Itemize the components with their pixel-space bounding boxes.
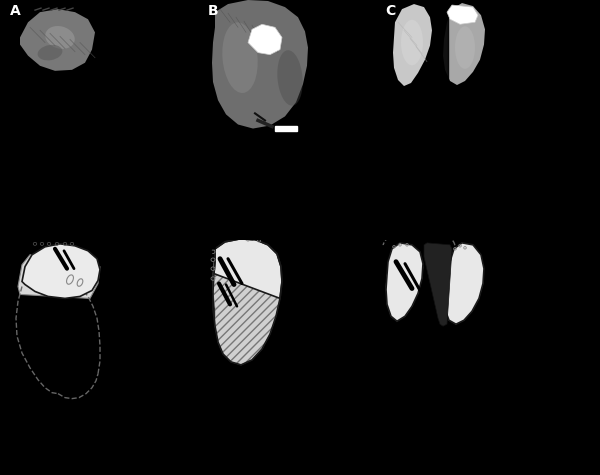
Bar: [275, 125, 297, 131]
Text: A: A: [10, 4, 21, 18]
Polygon shape: [447, 5, 478, 24]
Text: B: B: [208, 4, 218, 18]
Polygon shape: [386, 243, 423, 321]
Text: C': C': [378, 244, 392, 258]
Ellipse shape: [45, 26, 75, 49]
Text: B': B': [203, 244, 218, 258]
Polygon shape: [248, 24, 282, 55]
Text: A': A': [8, 244, 23, 258]
Text: C: C: [385, 4, 395, 18]
Polygon shape: [443, 276, 483, 324]
Polygon shape: [212, 0, 308, 129]
Ellipse shape: [401, 20, 423, 65]
Polygon shape: [20, 9, 95, 71]
Polygon shape: [393, 4, 432, 86]
Polygon shape: [443, 3, 485, 85]
Polygon shape: [424, 243, 452, 326]
Polygon shape: [18, 255, 100, 298]
Polygon shape: [22, 244, 100, 298]
Ellipse shape: [455, 26, 475, 69]
Polygon shape: [386, 266, 423, 321]
Ellipse shape: [223, 22, 257, 93]
Polygon shape: [214, 239, 282, 298]
Polygon shape: [443, 243, 484, 324]
Ellipse shape: [277, 50, 302, 105]
Polygon shape: [213, 262, 280, 365]
Ellipse shape: [38, 45, 62, 60]
